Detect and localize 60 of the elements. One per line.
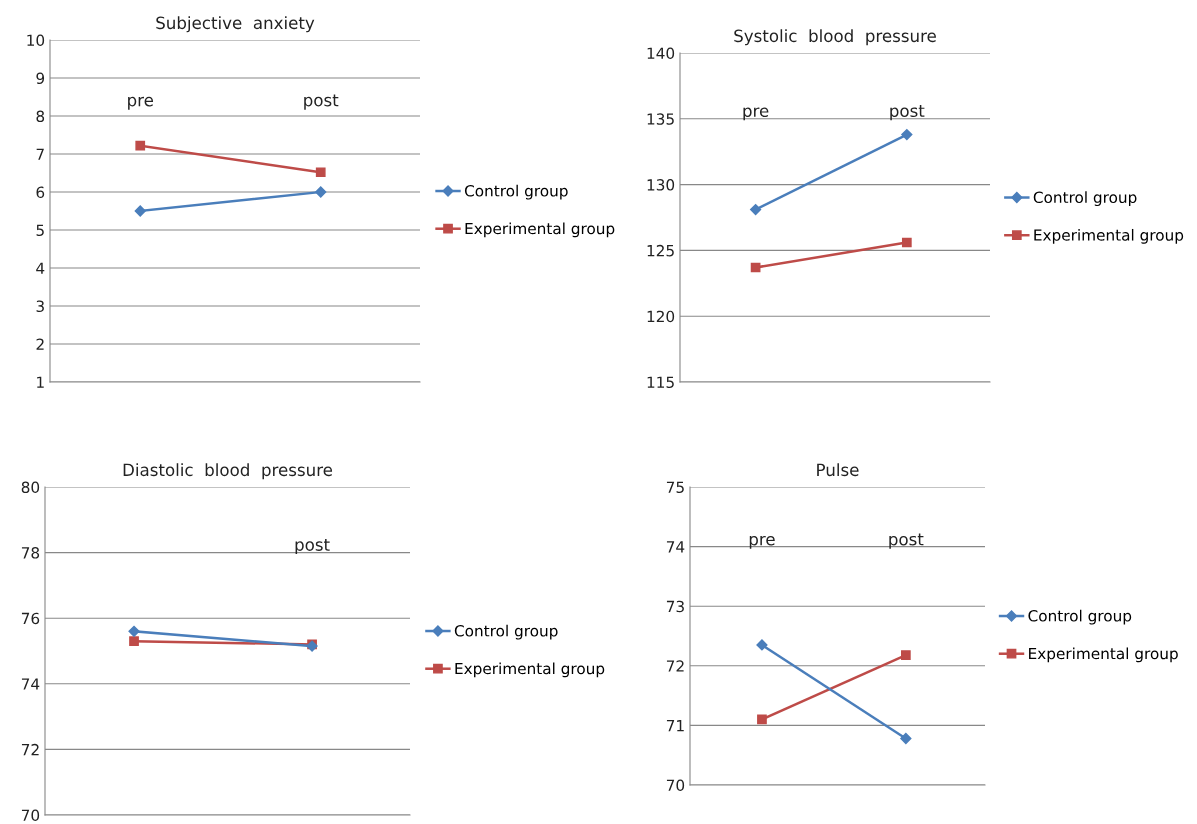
point [315,167,326,178]
point [315,186,327,198]
y-tick-label: 76 [21,612,40,625]
legend-label: Control group [1028,609,1132,625]
y-tick-label: 2 [36,338,44,350]
y-tick-label: 10 [27,34,45,47]
chart-title: Diastolic blood pressure [123,463,333,480]
point [128,625,140,637]
legend-label: Experimental group [465,222,615,238]
legend-label: Control group [454,624,558,640]
x-tick-label: post [890,105,925,121]
y-tick-label: 120 [647,310,675,323]
legend-label: Control group [1033,191,1137,207]
y-tick-label: 72 [21,743,39,756]
point [135,140,146,151]
y-tick-label: 115 [647,376,674,389]
legend-label: Experimental group [1029,647,1178,663]
y-tick-label: 1 [37,376,44,388]
y-tick-label: 74 [21,678,40,690]
x-tick-label: pre [749,535,775,549]
x-tick-label: post [304,94,339,110]
y-tick-label: 130 [647,179,675,191]
y-tick-label: 140 [647,47,675,60]
point [756,639,768,651]
point [134,205,146,217]
y-tick-label: 125 [647,244,674,257]
legend-label: Experimental group [1034,228,1184,244]
y-tick-label: 5 [36,224,44,237]
legend-label: Experimental group [455,662,605,678]
x-tick-label: post [295,538,330,555]
x-tick-label: pre [743,107,769,121]
point [901,128,913,141]
y-tick-label: 8 [36,110,45,123]
point [900,732,912,745]
point [129,636,139,647]
y-tick-label: 72 [666,660,684,672]
y-tick-label: 6 [36,186,45,199]
point [750,203,762,216]
y-tick-label: 78 [21,547,40,559]
y-tick-label: 73 [666,600,684,613]
x-tick-label: post [889,533,924,549]
legend-label: Control group [464,184,568,200]
point [900,650,911,660]
chart-title: Subjective anxiety [156,16,315,33]
y-tick-label: 75 [666,481,684,494]
y-tick-label: 4 [36,262,45,274]
y-tick-label: 70 [21,809,40,822]
y-tick-label: 70 [666,779,685,792]
chart-title: Systolic blood pressure [734,29,936,46]
y-tick-label: 3 [36,300,44,313]
y-tick-label: 9 [36,72,45,85]
point [901,237,912,248]
x-tick-label: pre [128,96,154,110]
y-tick-label: 80 [21,481,40,494]
y-tick-label: 74 [666,541,685,553]
y-tick-label: 7 [36,148,44,160]
point [757,714,767,725]
y-tick-label: 71 [666,720,684,732]
chart-title: Pulse [817,463,859,477]
y-tick-label: 135 [647,113,674,125]
